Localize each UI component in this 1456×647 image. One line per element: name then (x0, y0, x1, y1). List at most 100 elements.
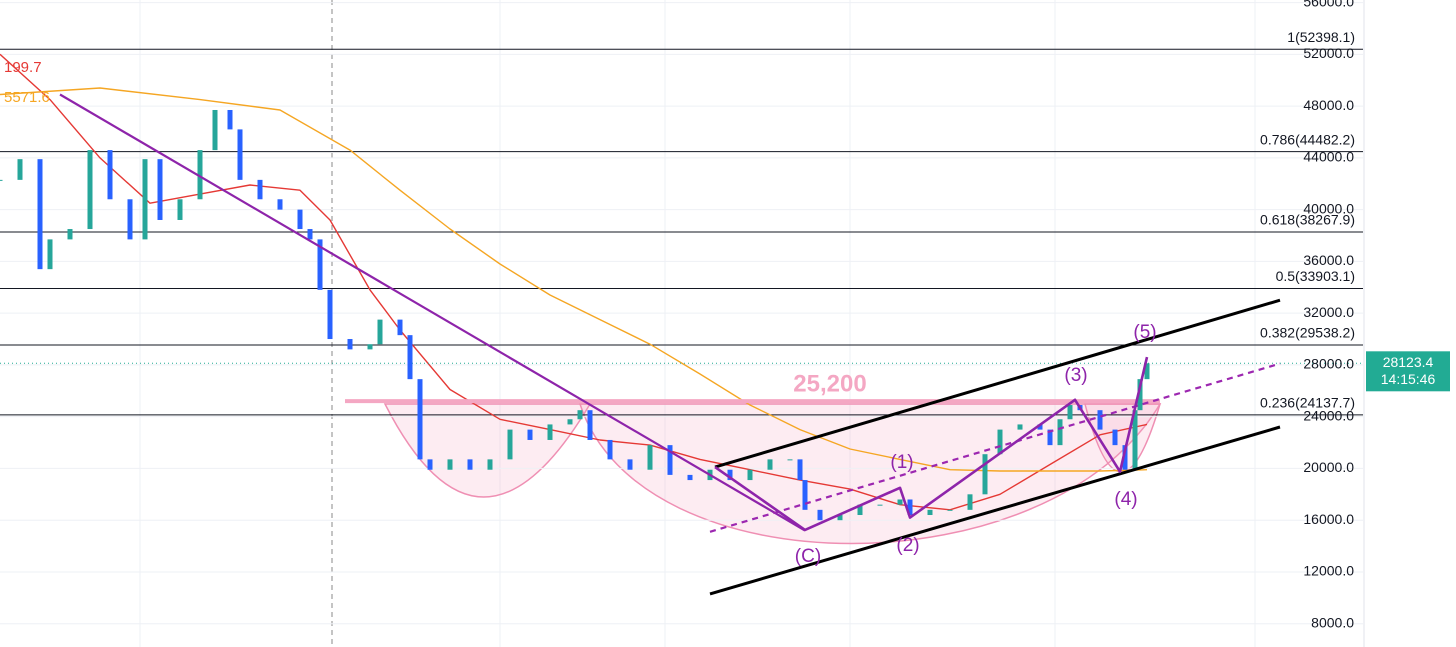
candle (687, 474, 693, 481)
candle (177, 199, 183, 220)
candle (87, 150, 93, 230)
price-tag (1366, 351, 1450, 392)
candle (367, 344, 373, 350)
candle (997, 429, 1003, 455)
main-cup (578, 403, 1162, 545)
candle (197, 150, 203, 200)
wave-label: (4) (1114, 489, 1137, 510)
candle (797, 459, 803, 481)
candle (377, 319, 383, 345)
trendline (714, 298, 1281, 469)
candle (787, 459, 793, 461)
candle (747, 469, 753, 481)
y-tick-label: 8000.0 (1311, 614, 1354, 630)
fib-label: 1(52398.1) (1287, 29, 1355, 45)
candle (1122, 445, 1128, 470)
candle (577, 410, 583, 420)
left-cup (383, 403, 592, 498)
y-tick-label: 16000.0 (1303, 511, 1354, 527)
candle (397, 319, 403, 336)
candle (487, 459, 493, 470)
candle (802, 480, 808, 510)
candle (17, 159, 23, 180)
candle (907, 499, 913, 516)
wave-label: (5) (1133, 322, 1156, 343)
candle (767, 459, 773, 470)
candle (142, 159, 148, 240)
fib-label: 0.618(38267.9) (1260, 212, 1355, 228)
candle (877, 504, 883, 506)
neckline-label: 25,200 (793, 370, 866, 397)
candle (157, 159, 163, 220)
y-tick-label: 28000.0 (1303, 356, 1354, 372)
candle (857, 504, 863, 516)
candle (467, 459, 473, 470)
wave-label: (C) (795, 546, 821, 567)
candle (507, 429, 513, 460)
candle (307, 229, 313, 240)
candle (37, 159, 43, 270)
candle (1144, 363, 1150, 380)
candle (727, 469, 733, 481)
candle (227, 109, 233, 130)
y-tick-label: 36000.0 (1303, 252, 1354, 268)
y-tick-label: 24000.0 (1303, 407, 1354, 423)
candle (982, 454, 988, 495)
wave-label: (1) (890, 452, 913, 473)
candle (927, 509, 933, 516)
candle (327, 289, 333, 340)
price-tag-value: 28123.4 (1383, 354, 1434, 370)
candle (947, 509, 953, 511)
candle (837, 515, 843, 521)
vertical-grid (139, 0, 1256, 647)
candle (237, 129, 243, 180)
wave-label: (3) (1064, 365, 1087, 386)
candle (567, 419, 573, 425)
candle (1132, 410, 1138, 470)
candle (107, 150, 113, 200)
candle (1047, 429, 1053, 446)
plot-layer: 1(52398.1) 0.786(44482.2) 0.618(38267.9) 0.… (0, 2, 1363, 625)
candle (447, 459, 453, 470)
candle (1112, 429, 1118, 446)
y-tick-label: 48000.0 (1303, 97, 1354, 113)
candle (67, 229, 73, 240)
candle (347, 339, 353, 350)
candle (1037, 424, 1043, 430)
wave-label: (2) (896, 535, 919, 556)
candle (0, 179, 3, 181)
candle (47, 239, 53, 270)
candle (277, 199, 283, 210)
candle (427, 459, 433, 470)
candle (527, 429, 533, 440)
candle (1017, 424, 1023, 430)
wave-path (714, 356, 1149, 532)
candle (607, 439, 613, 460)
fib-label: 0.5(33903.1) (1276, 268, 1355, 284)
candle (587, 410, 593, 440)
y-tick-label: 12000.0 (1303, 563, 1354, 579)
y-tick-label: 20000.0 (1303, 459, 1354, 475)
y-tick-label: 56000.0 (1303, 0, 1354, 9)
candle (817, 509, 823, 521)
ma-value-label: 199.7 (4, 59, 42, 76)
fib-label: 0.236(24137.7) (1260, 395, 1355, 411)
candle (967, 494, 973, 510)
candle (417, 379, 423, 460)
trendline (709, 362, 1281, 533)
candle (1057, 419, 1063, 446)
trendline (709, 425, 1281, 596)
cup-shapes (383, 403, 1162, 545)
candle (647, 445, 653, 470)
candle (257, 179, 263, 200)
candle (212, 109, 218, 151)
candle (547, 424, 553, 440)
candle (1097, 410, 1103, 430)
fib-label: 0.786(44482.2) (1260, 131, 1355, 147)
price-tag-countdown: 14:15:46 (1381, 371, 1436, 387)
trendline (59, 93, 806, 532)
candle (1067, 405, 1073, 420)
candle (627, 459, 633, 470)
fib-label: 0.382(29538.2) (1260, 325, 1355, 341)
